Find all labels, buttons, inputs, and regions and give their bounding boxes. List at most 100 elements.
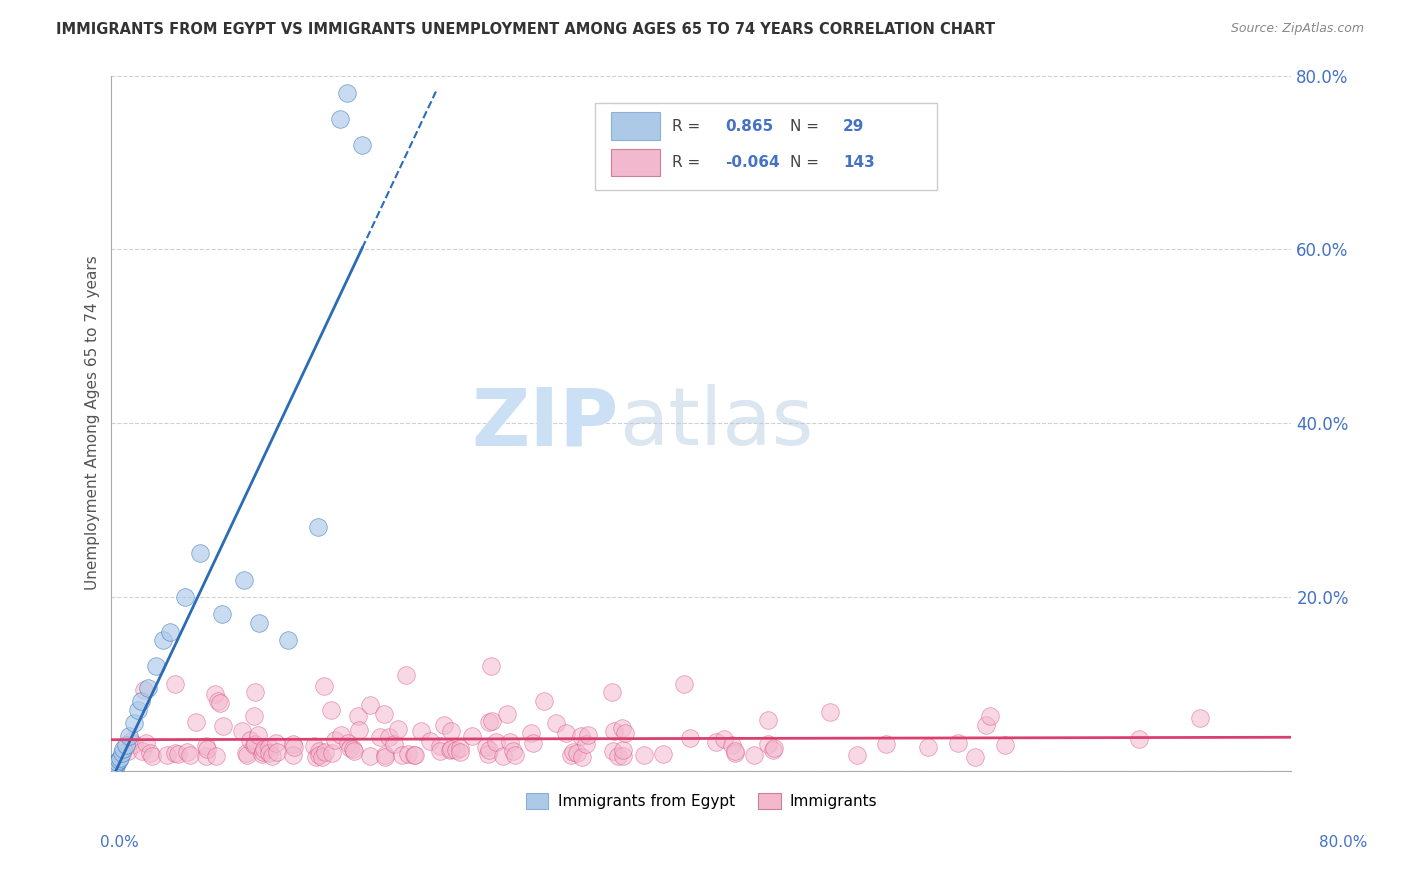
Point [243,685,266,699]
FancyBboxPatch shape [610,148,661,177]
Point [239,733,262,747]
Point [544,715,567,730]
Point [382,737,405,751]
Point [135,736,157,750]
Point [485,735,508,749]
Point [145,659,167,673]
Point [478,743,501,757]
Point [411,724,433,739]
Point [343,744,366,758]
Point [460,729,482,743]
Point [281,737,304,751]
Point [387,722,409,736]
Point [567,746,589,760]
Point [246,728,269,742]
Point [495,706,517,721]
Point [449,740,471,755]
Point [127,703,149,717]
Point [311,749,333,764]
Point [264,736,287,750]
Point [308,748,330,763]
Point [575,738,598,752]
Point [994,738,1017,752]
Point [243,738,266,752]
Point [139,747,162,761]
Text: -0.064: -0.064 [725,155,780,169]
Point [314,679,336,693]
Point [211,607,233,622]
Text: 29: 29 [844,119,865,134]
Point [477,747,499,761]
Point [252,745,274,759]
Point [205,748,228,763]
Point [159,624,181,639]
Point [266,745,288,759]
Point [600,685,623,699]
Point [479,659,502,673]
Point [308,744,330,758]
Point [651,747,673,761]
Point [131,744,153,758]
Point [762,741,785,756]
Point [433,718,456,732]
Point [373,707,395,722]
Point [673,677,696,691]
Point [762,742,785,756]
Point [613,725,636,739]
Point [103,759,125,773]
Point [917,739,939,754]
Point [569,729,592,743]
Point [396,747,419,761]
Point [429,744,451,758]
Point [612,748,634,763]
Point [347,723,370,737]
Point [165,677,187,691]
Point [174,590,197,604]
Legend: Immigrants from Egypt, Immigrants: Immigrants from Egypt, Immigrants [519,787,883,815]
Point [1128,731,1150,746]
FancyBboxPatch shape [595,103,938,190]
Point [359,748,381,763]
Point [129,694,152,708]
Point [875,737,897,751]
Text: 143: 143 [844,155,875,169]
Point [321,746,343,760]
Point [233,573,256,587]
Point [120,734,142,748]
Point [330,728,353,742]
Point [974,718,997,732]
Point [404,747,426,762]
Text: 0.0%: 0.0% [100,836,139,850]
Point [373,747,395,762]
Text: IMMIGRANTS FROM EGYPT VS IMMIGRANTS UNEMPLOYMENT AMONG AGES 65 TO 74 YEARS CORRE: IMMIGRANTS FROM EGYPT VS IMMIGRANTS UNEM… [56,22,995,37]
Point [742,747,765,762]
Point [302,739,325,753]
Point [503,748,526,763]
Text: R =: R = [672,155,700,169]
Point [419,733,441,747]
Point [195,739,218,753]
Point [339,740,361,755]
Point [336,86,359,100]
Point [633,748,655,763]
Point [610,722,633,736]
Point [519,726,541,740]
Text: 80.0%: 80.0% [1319,836,1367,850]
Point [122,715,145,730]
Point [758,737,780,751]
Point [522,735,544,749]
Point [314,745,336,759]
Point [277,633,299,648]
Point [209,696,232,710]
Point [305,749,328,764]
Point [188,546,211,560]
Point [444,743,467,757]
Point [184,715,207,730]
Point [846,747,869,762]
Point [439,743,461,757]
Point [502,744,524,758]
Point [704,734,727,748]
Point [118,729,141,743]
Point [307,520,329,534]
Point [323,732,346,747]
